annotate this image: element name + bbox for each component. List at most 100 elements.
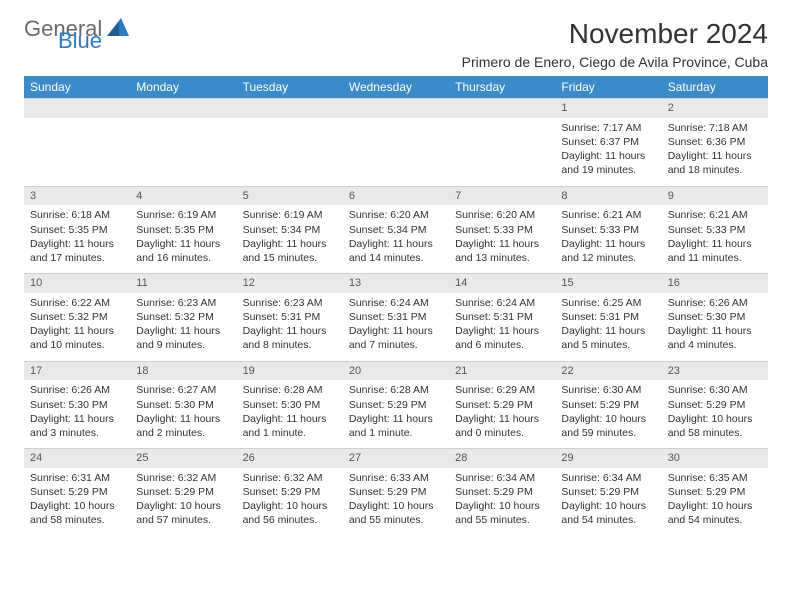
day-number: 22 xyxy=(555,361,661,380)
sunrise-line: Sunrise: 6:35 AM xyxy=(668,471,762,485)
sunset-line: Sunset: 5:34 PM xyxy=(349,223,443,237)
day-number: 28 xyxy=(449,449,555,468)
day-number: 11 xyxy=(130,274,236,293)
daylight-line: Daylight: 11 hours and 4 minutes. xyxy=(668,324,762,352)
day-number-row: 17181920212223 xyxy=(24,361,768,380)
sunrise-line: Sunrise: 6:34 AM xyxy=(455,471,549,485)
day-number: 30 xyxy=(662,449,768,468)
day-number: 2 xyxy=(662,99,768,118)
day-number: 6 xyxy=(343,186,449,205)
weekday-header: Thursday xyxy=(449,76,555,99)
day-number: 20 xyxy=(343,361,449,380)
sunrise-line: Sunrise: 6:34 AM xyxy=(561,471,655,485)
daylight-line: Daylight: 11 hours and 12 minutes. xyxy=(561,237,655,265)
calendar-table: Sunday Monday Tuesday Wednesday Thursday… xyxy=(24,76,768,536)
sunset-line: Sunset: 5:29 PM xyxy=(668,398,762,412)
day-cell xyxy=(343,118,449,186)
daylight-line: Daylight: 10 hours and 59 minutes. xyxy=(561,412,655,440)
sunrise-line: Sunrise: 6:21 AM xyxy=(561,208,655,222)
sunrise-line: Sunrise: 6:19 AM xyxy=(243,208,337,222)
day-cell: Sunrise: 7:18 AMSunset: 6:36 PMDaylight:… xyxy=(662,118,768,186)
day-cell: Sunrise: 6:23 AMSunset: 5:31 PMDaylight:… xyxy=(237,293,343,361)
sunrise-line: Sunrise: 7:18 AM xyxy=(668,121,762,135)
header: General Blue November 2024 Primero de En… xyxy=(24,18,768,70)
day-number: 21 xyxy=(449,361,555,380)
sunrise-line: Sunrise: 6:22 AM xyxy=(30,296,124,310)
sunrise-line: Sunrise: 6:27 AM xyxy=(136,383,230,397)
daylight-line: Daylight: 11 hours and 10 minutes. xyxy=(30,324,124,352)
logo-text-blue: Blue xyxy=(58,31,129,51)
sunrise-line: Sunrise: 6:32 AM xyxy=(136,471,230,485)
day-cell: Sunrise: 6:22 AMSunset: 5:32 PMDaylight:… xyxy=(24,293,130,361)
day-cell: Sunrise: 6:21 AMSunset: 5:33 PMDaylight:… xyxy=(555,205,661,273)
weekday-header-row: Sunday Monday Tuesday Wednesday Thursday… xyxy=(24,76,768,99)
daylight-line: Daylight: 11 hours and 13 minutes. xyxy=(455,237,549,265)
sunrise-line: Sunrise: 6:20 AM xyxy=(349,208,443,222)
daylight-line: Daylight: 11 hours and 2 minutes. xyxy=(136,412,230,440)
daylight-line: Daylight: 10 hours and 58 minutes. xyxy=(30,499,124,527)
daylight-line: Daylight: 10 hours and 56 minutes. xyxy=(243,499,337,527)
day-number: 19 xyxy=(237,361,343,380)
sunset-line: Sunset: 5:29 PM xyxy=(561,398,655,412)
day-cell: Sunrise: 6:28 AMSunset: 5:29 PMDaylight:… xyxy=(343,380,449,448)
sunset-line: Sunset: 5:30 PM xyxy=(243,398,337,412)
daylight-line: Daylight: 11 hours and 1 minute. xyxy=(243,412,337,440)
weekday-header: Friday xyxy=(555,76,661,99)
day-cell: Sunrise: 6:21 AMSunset: 5:33 PMDaylight:… xyxy=(662,205,768,273)
day-number xyxy=(237,99,343,118)
title-block: November 2024 Primero de Enero, Ciego de… xyxy=(462,18,768,70)
day-number: 14 xyxy=(449,274,555,293)
sunset-line: Sunset: 6:37 PM xyxy=(561,135,655,149)
day-content-row: Sunrise: 6:22 AMSunset: 5:32 PMDaylight:… xyxy=(24,293,768,361)
sunrise-line: Sunrise: 6:26 AM xyxy=(30,383,124,397)
sunset-line: Sunset: 5:31 PM xyxy=(455,310,549,324)
sunset-line: Sunset: 5:31 PM xyxy=(349,310,443,324)
sunset-line: Sunset: 5:30 PM xyxy=(668,310,762,324)
day-cell: Sunrise: 6:32 AMSunset: 5:29 PMDaylight:… xyxy=(130,468,236,536)
day-number: 16 xyxy=(662,274,768,293)
daylight-line: Daylight: 10 hours and 57 minutes. xyxy=(136,499,230,527)
sunset-line: Sunset: 5:35 PM xyxy=(30,223,124,237)
sunrise-line: Sunrise: 6:19 AM xyxy=(136,208,230,222)
day-cell: Sunrise: 6:29 AMSunset: 5:29 PMDaylight:… xyxy=(449,380,555,448)
sunset-line: Sunset: 5:35 PM xyxy=(136,223,230,237)
day-cell: Sunrise: 6:32 AMSunset: 5:29 PMDaylight:… xyxy=(237,468,343,536)
weekday-header: Tuesday xyxy=(237,76,343,99)
day-cell: Sunrise: 6:34 AMSunset: 5:29 PMDaylight:… xyxy=(555,468,661,536)
daylight-line: Daylight: 10 hours and 54 minutes. xyxy=(561,499,655,527)
day-content-row: Sunrise: 6:31 AMSunset: 5:29 PMDaylight:… xyxy=(24,468,768,536)
day-number: 29 xyxy=(555,449,661,468)
day-number-row: 12 xyxy=(24,99,768,118)
sunset-line: Sunset: 5:33 PM xyxy=(455,223,549,237)
day-content-row: Sunrise: 7:17 AMSunset: 6:37 PMDaylight:… xyxy=(24,118,768,186)
sunrise-line: Sunrise: 6:31 AM xyxy=(30,471,124,485)
sunset-line: Sunset: 6:36 PM xyxy=(668,135,762,149)
day-number-row: 10111213141516 xyxy=(24,274,768,293)
sunset-line: Sunset: 5:29 PM xyxy=(243,485,337,499)
sunrise-line: Sunrise: 6:26 AM xyxy=(668,296,762,310)
day-number: 4 xyxy=(130,186,236,205)
daylight-line: Daylight: 11 hours and 14 minutes. xyxy=(349,237,443,265)
day-number: 3 xyxy=(24,186,130,205)
day-cell: Sunrise: 6:35 AMSunset: 5:29 PMDaylight:… xyxy=(662,468,768,536)
daylight-line: Daylight: 10 hours and 54 minutes. xyxy=(668,499,762,527)
sunrise-line: Sunrise: 6:30 AM xyxy=(668,383,762,397)
daylight-line: Daylight: 10 hours and 58 minutes. xyxy=(668,412,762,440)
daylight-line: Daylight: 11 hours and 18 minutes. xyxy=(668,149,762,177)
day-cell: Sunrise: 6:27 AMSunset: 5:30 PMDaylight:… xyxy=(130,380,236,448)
day-number xyxy=(343,99,449,118)
sunset-line: Sunset: 5:29 PM xyxy=(349,398,443,412)
sunset-line: Sunset: 5:29 PM xyxy=(136,485,230,499)
sunset-line: Sunset: 5:33 PM xyxy=(668,223,762,237)
day-cell: Sunrise: 6:24 AMSunset: 5:31 PMDaylight:… xyxy=(449,293,555,361)
daylight-line: Daylight: 10 hours and 55 minutes. xyxy=(349,499,443,527)
sunrise-line: Sunrise: 6:18 AM xyxy=(30,208,124,222)
sunrise-line: Sunrise: 6:33 AM xyxy=(349,471,443,485)
daylight-line: Daylight: 11 hours and 11 minutes. xyxy=(668,237,762,265)
day-number-row: 3456789 xyxy=(24,186,768,205)
day-cell: Sunrise: 6:20 AMSunset: 5:33 PMDaylight:… xyxy=(449,205,555,273)
day-number: 26 xyxy=(237,449,343,468)
day-cell: Sunrise: 6:26 AMSunset: 5:30 PMDaylight:… xyxy=(662,293,768,361)
sunset-line: Sunset: 5:30 PM xyxy=(136,398,230,412)
day-number: 10 xyxy=(24,274,130,293)
